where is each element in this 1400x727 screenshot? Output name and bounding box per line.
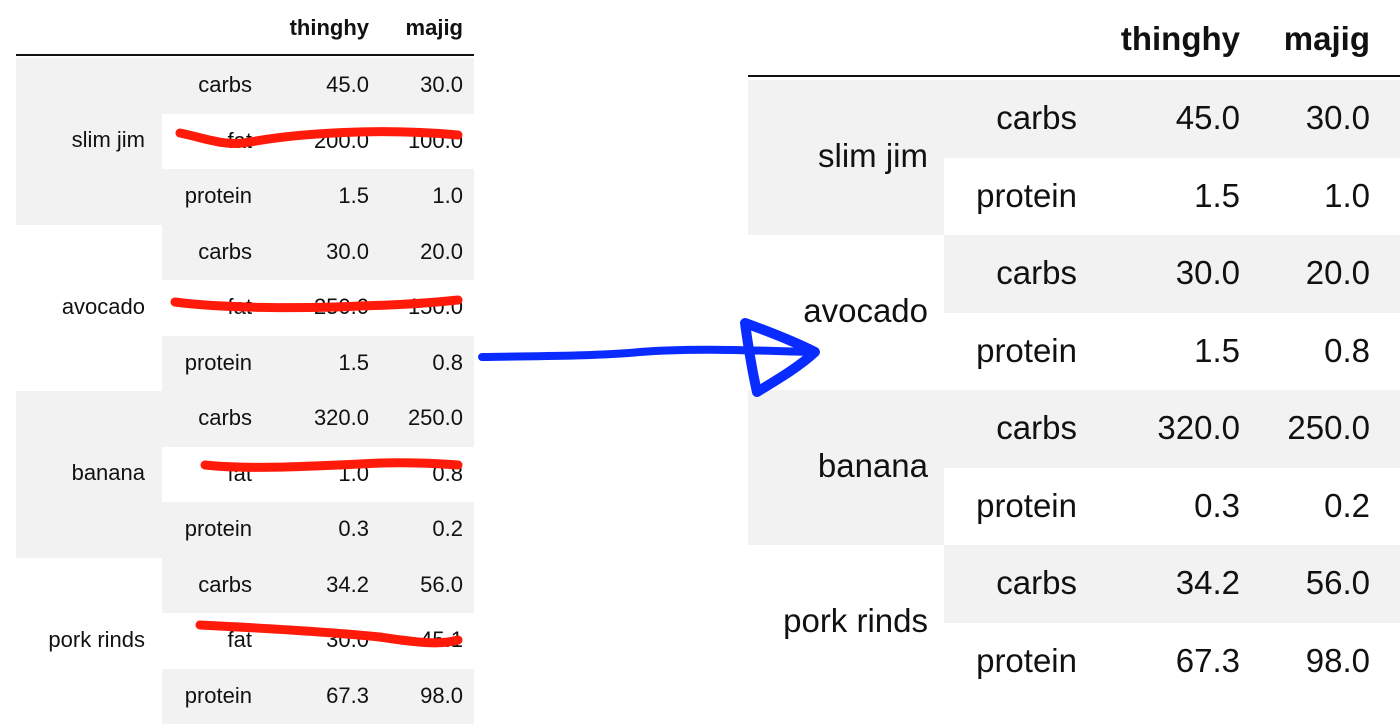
- table-cell-majig: 0.8: [432, 349, 463, 375]
- arrow-shaft: [478, 345, 814, 361]
- table-cell-majig: 56.0: [420, 571, 463, 597]
- nutrient-label: protein: [184, 349, 252, 375]
- food-group-label: slim jim: [71, 127, 145, 153]
- row-shading: [162, 668, 474, 724]
- nutrient-label: carbs: [198, 72, 252, 97]
- row-shading: [162, 557, 474, 613]
- nutrient-label: carbs: [198, 405, 252, 430]
- table-cell-thinghy: 1.5: [1194, 331, 1240, 369]
- table-cell-majig: 56.0: [1305, 564, 1370, 601]
- strikethrough-line: [195, 620, 463, 648]
- table-cell-thinghy: 1.5: [338, 183, 369, 208]
- table-cell-majig: 98.0: [420, 682, 463, 708]
- row-shading: [16, 58, 162, 225]
- row-shading: [162, 391, 474, 447]
- row-shading: [748, 390, 944, 545]
- row-shading: [944, 235, 1400, 313]
- header-rule: [16, 54, 474, 56]
- nutrient-label: carbs: [996, 99, 1077, 136]
- food-group-label: banana: [71, 460, 145, 486]
- food-group-label: avocado: [61, 293, 145, 319]
- row-shading: [748, 80, 944, 235]
- row-shading: [162, 502, 474, 558]
- table-cell-thinghy: 45.0: [1175, 99, 1240, 136]
- table-cell-majig: 20.0: [1305, 254, 1370, 291]
- nutrient-label: protein: [976, 331, 1077, 369]
- strikethrough-line: [200, 458, 463, 472]
- table-cell-majig: 30.0: [420, 72, 463, 97]
- table-cell-majig: 98.0: [1305, 641, 1370, 679]
- table-cell-majig: 1.0: [432, 183, 463, 208]
- nutrient-label: carbs: [996, 409, 1077, 446]
- food-group-label: avocado: [803, 292, 928, 330]
- table-cell-majig: 0.8: [1324, 331, 1370, 369]
- table-cell-thinghy: 34.2: [1175, 564, 1240, 601]
- nutrient-label: protein: [976, 176, 1077, 214]
- nutrient-label: protein: [184, 183, 252, 208]
- nutrient-label: carbs: [198, 571, 252, 597]
- table-cell-thinghy: 0.3: [338, 516, 369, 541]
- row-shading: [162, 58, 474, 114]
- table-cell-majig: 250.0: [1287, 409, 1370, 446]
- row-shading: [944, 80, 1400, 158]
- table-cell-thinghy: 67.3: [326, 682, 369, 708]
- strikethrough-line: [175, 127, 463, 148]
- table-cell-thinghy: 1.5: [338, 349, 369, 375]
- table-cell-majig: 250.0: [407, 405, 463, 430]
- table-cell-majig: 20.0: [420, 238, 463, 264]
- table-cell-thinghy: 320.0: [313, 405, 369, 430]
- table-cell-thinghy: 320.0: [1157, 409, 1240, 446]
- food-group-label: banana: [817, 447, 928, 485]
- row-shading: [16, 391, 162, 558]
- nutrient-label: fat: [227, 627, 252, 652]
- table-cell-majig: 30.0: [1305, 99, 1370, 136]
- table-cell-thinghy: 45.0: [326, 72, 369, 97]
- column-header: majig: [1283, 20, 1370, 57]
- nutrient-label: carbs: [198, 238, 252, 264]
- strikethrough-line: [170, 295, 463, 313]
- nutrient-label: protein: [976, 641, 1077, 679]
- row-shading: [162, 335, 474, 391]
- header-rule: [748, 75, 1400, 77]
- food-group-label: pork rinds: [48, 626, 145, 652]
- column-header: thinghy: [1120, 20, 1240, 57]
- row-shading: [162, 169, 474, 225]
- table-cell-thinghy: 1.5: [1194, 176, 1240, 214]
- column-header: majig: [405, 15, 463, 40]
- column-header: thinghy: [289, 15, 369, 40]
- table-cell-thinghy: 0.3: [1194, 486, 1240, 524]
- table-cell-majig: 0.2: [1324, 486, 1370, 524]
- table-cell-thinghy: 34.2: [326, 571, 369, 597]
- row-shading: [162, 224, 474, 280]
- nutrient-label: protein: [184, 682, 252, 708]
- nutrient-label: carbs: [996, 564, 1077, 601]
- row-shading: [944, 545, 1400, 623]
- table-cell-thinghy: 30.0: [1175, 254, 1240, 291]
- nutrient-label: protein: [976, 486, 1077, 524]
- table-cell-majig: 1.0: [1324, 176, 1370, 214]
- row-shading: [944, 390, 1400, 468]
- nutrient-label: carbs: [996, 254, 1077, 291]
- arrow-head-icon: [740, 318, 820, 397]
- food-group-label: pork rinds: [783, 602, 928, 640]
- table-cell-majig: 0.2: [432, 516, 463, 541]
- nutrient-label: protein: [184, 516, 252, 541]
- food-group-label: slim jim: [818, 137, 928, 175]
- table-cell-thinghy: 67.3: [1175, 641, 1240, 679]
- table-cell-thinghy: 30.0: [326, 238, 369, 264]
